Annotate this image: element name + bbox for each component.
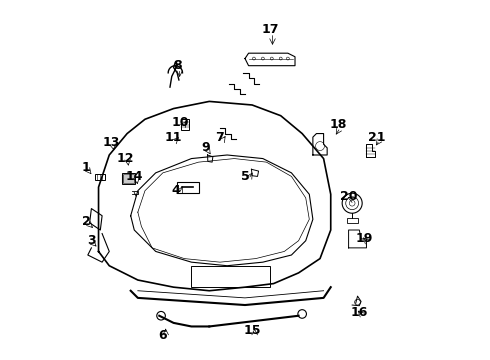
- Text: 11: 11: [165, 131, 182, 144]
- Text: 20: 20: [340, 190, 357, 203]
- Text: 14: 14: [125, 170, 143, 183]
- Bar: [95, 174, 105, 180]
- Text: 2: 2: [82, 215, 91, 228]
- Text: 10: 10: [172, 116, 190, 129]
- Text: 1: 1: [82, 161, 91, 174]
- Text: 6: 6: [159, 329, 167, 342]
- Bar: [181, 119, 189, 130]
- Text: 8: 8: [173, 59, 181, 72]
- Text: 5: 5: [241, 170, 249, 183]
- Bar: [347, 217, 358, 223]
- Text: 16: 16: [351, 306, 368, 319]
- Text: 18: 18: [329, 118, 346, 131]
- Text: 19: 19: [356, 233, 373, 246]
- Bar: [177, 182, 198, 193]
- Text: 13: 13: [102, 136, 120, 149]
- Bar: [122, 173, 135, 184]
- Text: 21: 21: [368, 131, 386, 144]
- Text: 9: 9: [201, 141, 210, 154]
- Text: 7: 7: [216, 131, 224, 144]
- Text: 12: 12: [117, 152, 134, 165]
- Text: 15: 15: [244, 324, 261, 337]
- Bar: [192, 266, 270, 287]
- Text: 4: 4: [171, 184, 180, 197]
- Bar: [123, 174, 134, 183]
- Text: 17: 17: [261, 23, 279, 36]
- Text: 3: 3: [87, 234, 96, 247]
